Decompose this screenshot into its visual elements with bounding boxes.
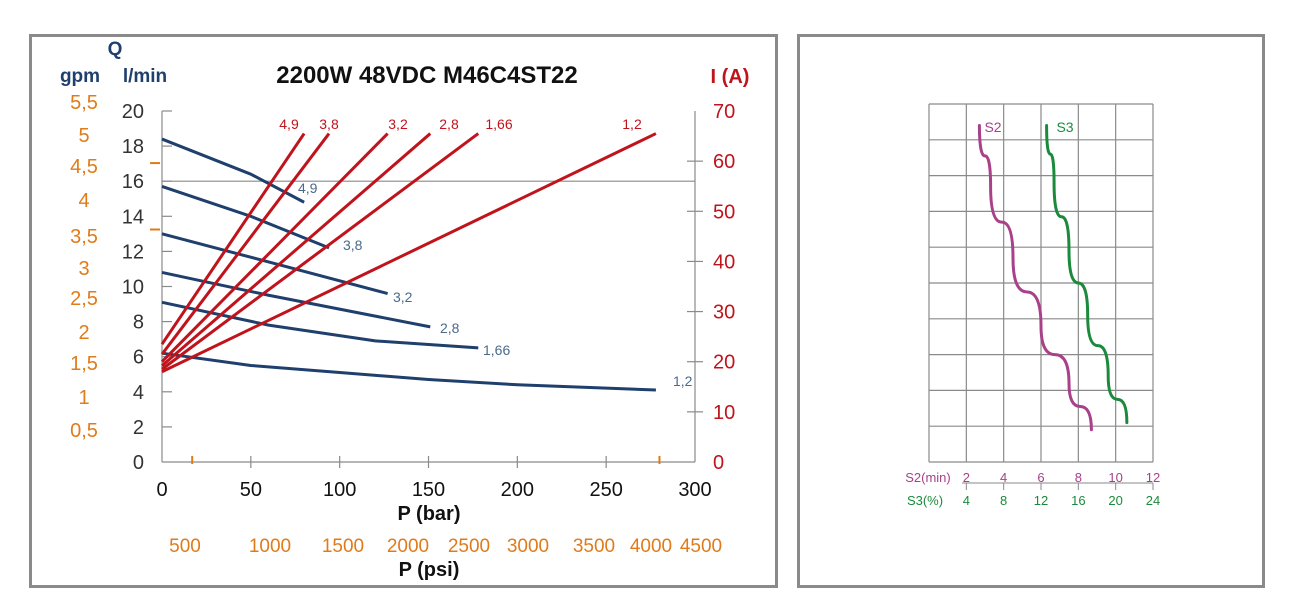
y-tick-label: 16 <box>122 171 144 193</box>
y2-tick-label: 0 <box>713 452 724 474</box>
psi-tick-label: 500 <box>169 536 201 557</box>
s2-tick-label: 12 <box>1146 470 1160 485</box>
x-tick-label: 300 <box>678 479 711 501</box>
chart-title: 2200W 48VDC M46C4ST22 <box>276 62 577 89</box>
current-series-line <box>161 132 480 371</box>
current-series-label: 1,66 <box>485 116 512 132</box>
y-tick-label: 10 <box>122 277 144 299</box>
y-tick-label: 0 <box>133 452 144 474</box>
y-tick-label: 14 <box>122 206 144 228</box>
lmin-axis-label: l/min <box>123 66 167 87</box>
s3-axis-label: S3(%) <box>907 493 943 508</box>
current-series-label: 4,9 <box>279 116 299 132</box>
current-series-label: 3,8 <box>319 116 339 132</box>
y-tick-label: 4 <box>133 382 144 404</box>
gpm-tick-label: 1 <box>78 387 89 409</box>
psi-tick-label: 1500 <box>322 536 364 557</box>
flow-series-label: 2,8 <box>440 320 460 336</box>
y-tick-label: 6 <box>133 347 144 369</box>
flow-series-line <box>161 270 431 329</box>
y-tick-label: 12 <box>122 241 144 263</box>
x-tick-label: 50 <box>240 479 262 501</box>
gpm-tick-label: 0,5 <box>70 420 98 442</box>
current-axis-label: I (A) <box>711 66 750 88</box>
flow-series-label: 3,2 <box>393 289 413 305</box>
psi-tick-label: 3000 <box>507 536 549 557</box>
s2-axis-label: S2(min) <box>905 470 951 485</box>
gpm-axis-label: gpm <box>60 66 100 87</box>
flow-series-label: 3,8 <box>343 237 363 253</box>
y-tick-label: 8 <box>133 312 144 334</box>
s2-tick-label: 4 <box>1000 470 1007 485</box>
s2-tick-label: 2 <box>963 470 970 485</box>
psi-tick-label: 1000 <box>249 536 291 557</box>
gpm-tick-label: 5 <box>78 125 89 147</box>
psi-tick-label: 4500 <box>680 536 722 557</box>
psi-tick-label: 2500 <box>448 536 490 557</box>
s3-tick-label: 16 <box>1071 493 1085 508</box>
x-tick-label: 100 <box>323 479 356 501</box>
s3-tick-label: 12 <box>1034 493 1048 508</box>
x-tick-label: 150 <box>412 479 445 501</box>
y-tick-label: 18 <box>122 136 144 158</box>
x-axis-title-psi: P (psi) <box>399 559 460 581</box>
y-tick-label: 20 <box>122 101 144 123</box>
x-tick-label: 250 <box>589 479 622 501</box>
duty-cycle-chart-panel <box>797 34 1265 588</box>
y2-tick-label: 40 <box>713 251 735 273</box>
gpm-tick-label: 2,5 <box>70 288 98 310</box>
duty-series-line <box>977 123 1093 432</box>
gpm-tick-label: 3,5 <box>70 226 98 248</box>
x-axis-title-bar: P (bar) <box>398 503 461 525</box>
q-symbol-label: Q <box>108 39 123 60</box>
current-series-line <box>161 132 657 374</box>
psi-tick-label: 4000 <box>630 536 672 557</box>
duty-series-label: S3 <box>1056 119 1073 135</box>
y2-tick-label: 50 <box>713 201 735 223</box>
y2-tick-label: 70 <box>713 101 735 123</box>
s3-tick-label: 20 <box>1108 493 1122 508</box>
gpm-tick-label: 4 <box>78 190 89 212</box>
current-series-line <box>160 132 389 363</box>
x-tick-label: 0 <box>156 479 167 501</box>
flow-series-line <box>161 137 305 204</box>
current-series-label: 2,8 <box>439 116 459 132</box>
current-series-line <box>161 132 432 367</box>
current-series-line <box>160 132 331 356</box>
main-chart-panel <box>29 34 778 588</box>
s3-tick-label: 24 <box>1146 493 1160 508</box>
s2-tick-label: 6 <box>1037 470 1044 485</box>
y2-tick-label: 10 <box>713 402 735 424</box>
s2-tick-label: 8 <box>1075 470 1082 485</box>
y-tick-label: 2 <box>133 417 144 439</box>
s3-tick-label: 8 <box>1000 493 1007 508</box>
flow-series-line <box>161 300 479 350</box>
psi-tick-label: 3500 <box>573 536 615 557</box>
current-series-label: 3,2 <box>388 116 408 132</box>
duty-series-line <box>1045 123 1129 425</box>
x-tick-label: 200 <box>501 479 534 501</box>
flow-series-line <box>161 351 656 392</box>
gpm-tick-label: 5,5 <box>70 92 98 114</box>
flow-series-line <box>161 185 330 250</box>
y2-tick-label: 30 <box>713 302 735 324</box>
flow-series-label: 4,9 <box>298 180 318 196</box>
current-series-line <box>160 132 306 346</box>
current-series-label: 1,2 <box>622 116 642 132</box>
gpm-tick-label: 4,5 <box>70 156 98 178</box>
y2-tick-label: 20 <box>713 352 735 374</box>
gpm-tick-label: 1,5 <box>70 353 98 375</box>
s3-tick-label: 4 <box>963 493 970 508</box>
flow-series-label: 1,66 <box>483 342 510 358</box>
y2-tick-label: 60 <box>713 151 735 173</box>
gpm-tick-label: 2 <box>78 322 89 344</box>
s2-tick-label: 10 <box>1108 470 1122 485</box>
psi-tick-label: 2000 <box>387 536 429 557</box>
gpm-tick-label: 3 <box>78 258 89 280</box>
duty-series-label: S2 <box>984 119 1001 135</box>
flow-series-label: 1,2 <box>673 373 693 389</box>
